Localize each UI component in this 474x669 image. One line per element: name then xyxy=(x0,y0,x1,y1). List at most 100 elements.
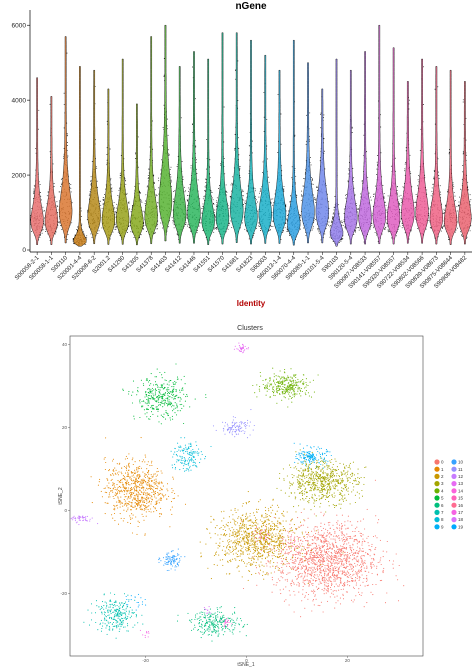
violin-point xyxy=(300,214,302,216)
violin-point xyxy=(234,149,236,151)
tsne-point xyxy=(373,565,375,567)
violin-point xyxy=(117,231,119,233)
violin-point xyxy=(168,154,170,156)
tsne-point xyxy=(312,590,314,592)
violin-point xyxy=(63,103,65,105)
tsne-point xyxy=(331,548,333,550)
tsne-point xyxy=(320,575,322,577)
tsne-point xyxy=(312,571,314,573)
violin-point xyxy=(106,147,108,149)
tsne-point xyxy=(334,552,337,555)
violin-point xyxy=(148,168,150,170)
violin-point xyxy=(249,145,250,147)
violin-point xyxy=(272,204,274,206)
violin-point xyxy=(137,166,139,168)
tsne-point xyxy=(333,544,335,546)
violin-point xyxy=(301,195,303,197)
tsne-point xyxy=(353,540,355,543)
violin-point xyxy=(115,207,117,209)
violin-point xyxy=(97,233,99,234)
violin-point xyxy=(280,143,282,145)
violin-point xyxy=(357,211,359,213)
violin-point xyxy=(466,236,468,238)
tsne-point xyxy=(302,581,304,583)
violin-point xyxy=(156,202,158,204)
violin-point xyxy=(348,168,349,170)
violin-point xyxy=(282,232,284,233)
tsne-point xyxy=(296,528,298,530)
violin-point xyxy=(258,222,260,224)
violin-point xyxy=(344,227,346,229)
tsne-point xyxy=(310,568,312,570)
tsne-point xyxy=(308,550,310,552)
violin-point xyxy=(452,182,454,184)
violin-point xyxy=(201,207,203,209)
violin-point xyxy=(173,198,174,200)
violin-point xyxy=(55,231,57,233)
violin-point xyxy=(100,204,102,206)
violin-point xyxy=(376,174,378,175)
violin-point xyxy=(283,230,284,232)
violin-point xyxy=(438,175,440,176)
violin-point xyxy=(442,226,444,228)
tsne-point xyxy=(343,585,345,587)
tsne-point xyxy=(313,547,315,549)
violin-point xyxy=(202,205,204,207)
tsne-point xyxy=(287,553,289,555)
violin-point xyxy=(58,191,60,193)
tsne-point xyxy=(280,557,282,560)
violin-point xyxy=(196,173,198,175)
tsne-point xyxy=(322,540,325,542)
violin-point xyxy=(73,243,75,245)
violin-point xyxy=(220,163,222,165)
tsne-point xyxy=(347,579,349,582)
violin-point xyxy=(390,165,392,167)
violin-point xyxy=(328,201,330,203)
violin-point xyxy=(263,91,265,93)
tsne-point xyxy=(302,564,304,566)
violin-point xyxy=(128,202,130,204)
tsne-point xyxy=(312,599,315,601)
violin-point xyxy=(352,176,354,178)
violin-point xyxy=(80,210,82,212)
tsne-point xyxy=(293,611,295,613)
violin-point xyxy=(138,237,140,239)
tsne-point xyxy=(338,566,341,568)
tsne-point xyxy=(360,556,362,558)
tsne-point xyxy=(358,571,361,573)
violin-point xyxy=(316,186,318,188)
tsne-point xyxy=(331,581,333,583)
violin-point xyxy=(280,113,282,115)
tsne-point xyxy=(345,554,347,556)
tsne-point xyxy=(320,511,322,513)
violin-point xyxy=(161,159,162,161)
tsne-point xyxy=(364,562,366,564)
violin-point xyxy=(258,225,260,227)
tsne-point xyxy=(304,607,306,609)
tsne-point xyxy=(344,535,346,537)
violin-point xyxy=(212,202,214,204)
violin-point xyxy=(70,191,72,193)
violin-point xyxy=(160,169,162,171)
violin-point xyxy=(315,198,317,200)
violin-point xyxy=(455,199,457,201)
violin-point xyxy=(461,178,463,180)
tsne-point xyxy=(297,557,299,559)
violin-point xyxy=(111,187,113,189)
violin-point xyxy=(320,112,322,114)
violin-point xyxy=(111,189,113,191)
violin-point xyxy=(140,198,142,200)
violin-point xyxy=(267,176,269,178)
violin-point xyxy=(104,194,105,196)
violin-point xyxy=(460,188,462,190)
violin-point xyxy=(272,198,274,200)
violin-point xyxy=(140,200,142,202)
violin-point xyxy=(77,226,78,228)
violin-shape xyxy=(187,51,201,244)
tsne-point xyxy=(345,528,347,530)
tsne-point xyxy=(341,548,343,550)
tsne-point xyxy=(355,565,357,567)
violin-point xyxy=(160,173,162,175)
violin-y-tick-label: 6000 xyxy=(12,22,27,29)
violin-point xyxy=(101,227,103,229)
